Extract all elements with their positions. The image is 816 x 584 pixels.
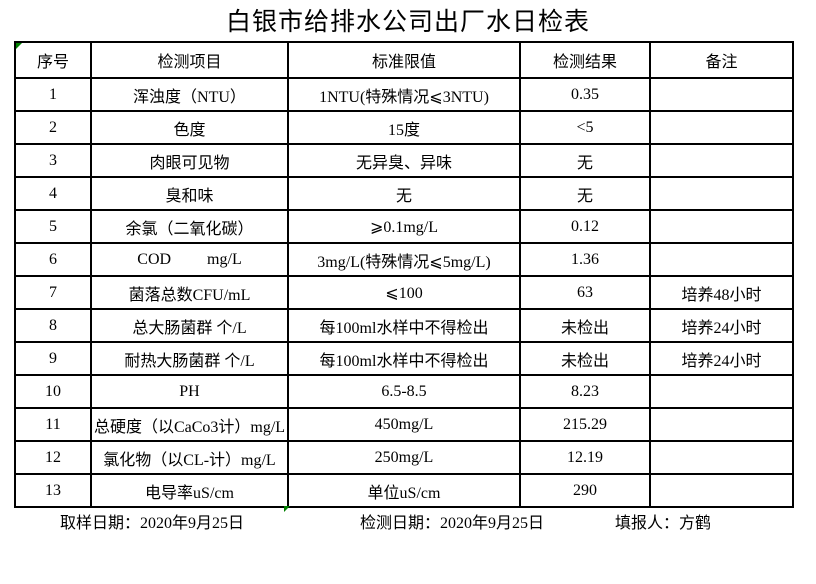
cell-standard[interactable]: 无 — [287, 176, 521, 211]
header-standard: 标准限值 — [287, 41, 521, 79]
cell-result[interactable]: 8.23 — [519, 374, 651, 409]
cell-result[interactable]: 0.12 — [519, 209, 651, 244]
cell-remark[interactable] — [649, 176, 794, 211]
cell-item[interactable]: PH — [90, 374, 289, 409]
cell-no[interactable]: 5 — [14, 209, 92, 244]
cell-result[interactable]: 无 — [519, 176, 651, 211]
cell-item[interactable]: 耐热大肠菌群 个/L — [90, 341, 289, 376]
excel-error-indicator-icon — [16, 43, 22, 49]
cell-remark[interactable]: 培养48小时 — [649, 275, 794, 310]
cell-no[interactable]: 13 — [14, 473, 92, 508]
cell-remark[interactable] — [649, 374, 794, 409]
cell-result[interactable]: 12.19 — [519, 440, 651, 475]
table-row: 8 总大肠菌群 个/L 每100ml水样中不得检出 未检出 培养24小时 — [14, 308, 794, 343]
table-row: 6 COD mg/L 3mg/L(特殊情况⩽5mg/L) 1.36 — [14, 242, 794, 277]
cell-no[interactable]: 8 — [14, 308, 92, 343]
cell-standard[interactable]: 每100ml水样中不得检出 — [287, 341, 521, 376]
cell-item[interactable]: 臭和味 — [90, 176, 289, 211]
table-row: 3 肉眼可见物 无异臭、异味无 — [14, 143, 794, 178]
cell-no[interactable]: 12 — [14, 440, 92, 475]
cell-no[interactable]: 2 — [14, 110, 92, 145]
cell-no[interactable]: 4 — [14, 176, 92, 211]
cell-standard[interactable]: 每100ml水样中不得检出 — [287, 308, 521, 343]
table-row: 2 色度 15度 <5 — [14, 110, 794, 145]
cell-item[interactable]: 总硬度（以CaCo3计）mg/L — [90, 407, 289, 442]
table-row: 13 电导率uS/cm 单位uS/cm 290 — [14, 473, 794, 508]
cell-result[interactable]: 0.35 — [519, 77, 651, 112]
cell-result[interactable]: 290 — [519, 473, 651, 508]
table-row: 5 余氯（二氧化碳） ⩾0.1mg/L 0.12 — [14, 209, 794, 244]
cell-remark[interactable] — [649, 143, 794, 178]
inspection-table: 序号 检测项目 标准限值 检测结果 备注 1 浑浊度（NTU） 1NTU(特殊情况⩽… — [14, 41, 794, 508]
table-row: 9 耐热大肠菌群 个/L 每100ml水样中不得检出 未检出 培养24小时 — [14, 341, 794, 376]
cell-no[interactable]: 3 — [14, 143, 92, 178]
cell-no[interactable]: 1 — [14, 77, 92, 112]
cell-result[interactable]: 1.36 — [519, 242, 651, 277]
table-row: 10 PH 6.5-8.5 8.23 — [14, 374, 794, 409]
cell-standard[interactable]: ⩽100 — [287, 275, 521, 310]
cell-result[interactable]: 215.29 — [519, 407, 651, 442]
cell-remark[interactable] — [649, 209, 794, 244]
table-row: 4 臭和味无无 — [14, 176, 794, 211]
cell-item[interactable]: 浑浊度（NTU） — [90, 77, 289, 112]
cell-remark[interactable] — [649, 242, 794, 277]
testing-date-text: 检测日期：2020年9月25日 — [360, 515, 545, 532]
header-remark: 备注 — [649, 41, 794, 79]
cell-standard[interactable]: 6.5-8.5 — [287, 374, 521, 409]
sampling-date-text: 取样日期：2020年9月25日 — [60, 515, 245, 532]
cell-standard[interactable]: 15度 — [287, 110, 521, 145]
cell-remark[interactable] — [649, 440, 794, 475]
cell-item[interactable]: COD mg/L — [90, 242, 289, 277]
cell-item[interactable]: 氯化物（以CL-计）mg/L — [90, 440, 289, 475]
excel-error-indicator-icon — [284, 506, 290, 512]
cell-remark[interactable]: 培养24小时 — [649, 341, 794, 376]
header-result: 检测结果 — [519, 41, 651, 79]
cell-standard[interactable]: 单位uS/cm — [287, 473, 521, 508]
cell-item[interactable]: 余氯（二氧化碳） — [90, 209, 289, 244]
cell-no[interactable]: 7 — [14, 275, 92, 310]
cell-standard[interactable]: 3mg/L(特殊情况⩽5mg/L) — [287, 242, 521, 277]
table-row: 1 浑浊度（NTU） 1NTU(特殊情况⩽3NTU) 0.35 — [14, 77, 794, 112]
footer: 取样日期：2020年9月25日 检测日期：2020年9月25日 填报人：方鹤 — [0, 508, 816, 540]
cell-no[interactable]: 6 — [14, 242, 92, 277]
cell-remark[interactable]: 培养24小时 — [649, 308, 794, 343]
cell-result[interactable]: 无 — [519, 143, 651, 178]
cell-standard[interactable]: 1NTU(特殊情况⩽3NTU) — [287, 77, 521, 112]
cell-item[interactable]: 总大肠菌群 个/L — [90, 308, 289, 343]
cell-standard[interactable]: 450mg/L — [287, 407, 521, 442]
cell-standard[interactable]: 无异臭、异味 — [287, 143, 521, 178]
table-row: 7 菌落总数CFU/mL ⩽100 63 培养48小时 — [14, 275, 794, 310]
cell-item[interactable]: 电导率uS/cm — [90, 473, 289, 508]
cell-remark[interactable] — [649, 473, 794, 508]
table-header-row: 序号 检测项目 标准限值 检测结果 备注 — [14, 41, 794, 79]
table-body: 1 浑浊度（NTU） 1NTU(特殊情况⩽3NTU) 0.35 2 色度 15度 <5 3 肉眼可… — [14, 77, 794, 508]
cell-standard[interactable]: ⩾0.1mg/L — [287, 209, 521, 244]
cell-result[interactable]: 63 — [519, 275, 651, 310]
cell-standard[interactable]: 250mg/L — [287, 440, 521, 475]
cell-no[interactable]: 11 — [14, 407, 92, 442]
cell-result[interactable]: 未检出 — [519, 341, 651, 376]
cell-item[interactable]: 色度 — [90, 110, 289, 145]
table-row: 11 总硬度（以CaCo3计）mg/L 450mg/L 215.29 — [14, 407, 794, 442]
cell-no[interactable]: 9 — [14, 341, 92, 376]
cell-remark[interactable] — [649, 110, 794, 145]
cell-remark[interactable] — [649, 77, 794, 112]
cell-result[interactable]: <5 — [519, 110, 651, 145]
header-no: 序号 — [14, 41, 92, 79]
reporter-text: 填报人：方鹤 — [615, 515, 712, 532]
table-row: 12 氯化物（以CL-计）mg/L 250mg/L 12.19 — [14, 440, 794, 475]
cell-item[interactable]: 肉眼可见物 — [90, 143, 289, 178]
cell-item[interactable]: 菌落总数CFU/mL — [90, 275, 289, 310]
cell-result[interactable]: 未检出 — [519, 308, 651, 343]
page-title: 白银市给排水公司出厂水日检表 — [225, 9, 590, 36]
cell-remark[interactable] — [649, 407, 794, 442]
cell-no[interactable]: 10 — [14, 374, 92, 409]
header-item: 检测项目 — [90, 41, 289, 79]
